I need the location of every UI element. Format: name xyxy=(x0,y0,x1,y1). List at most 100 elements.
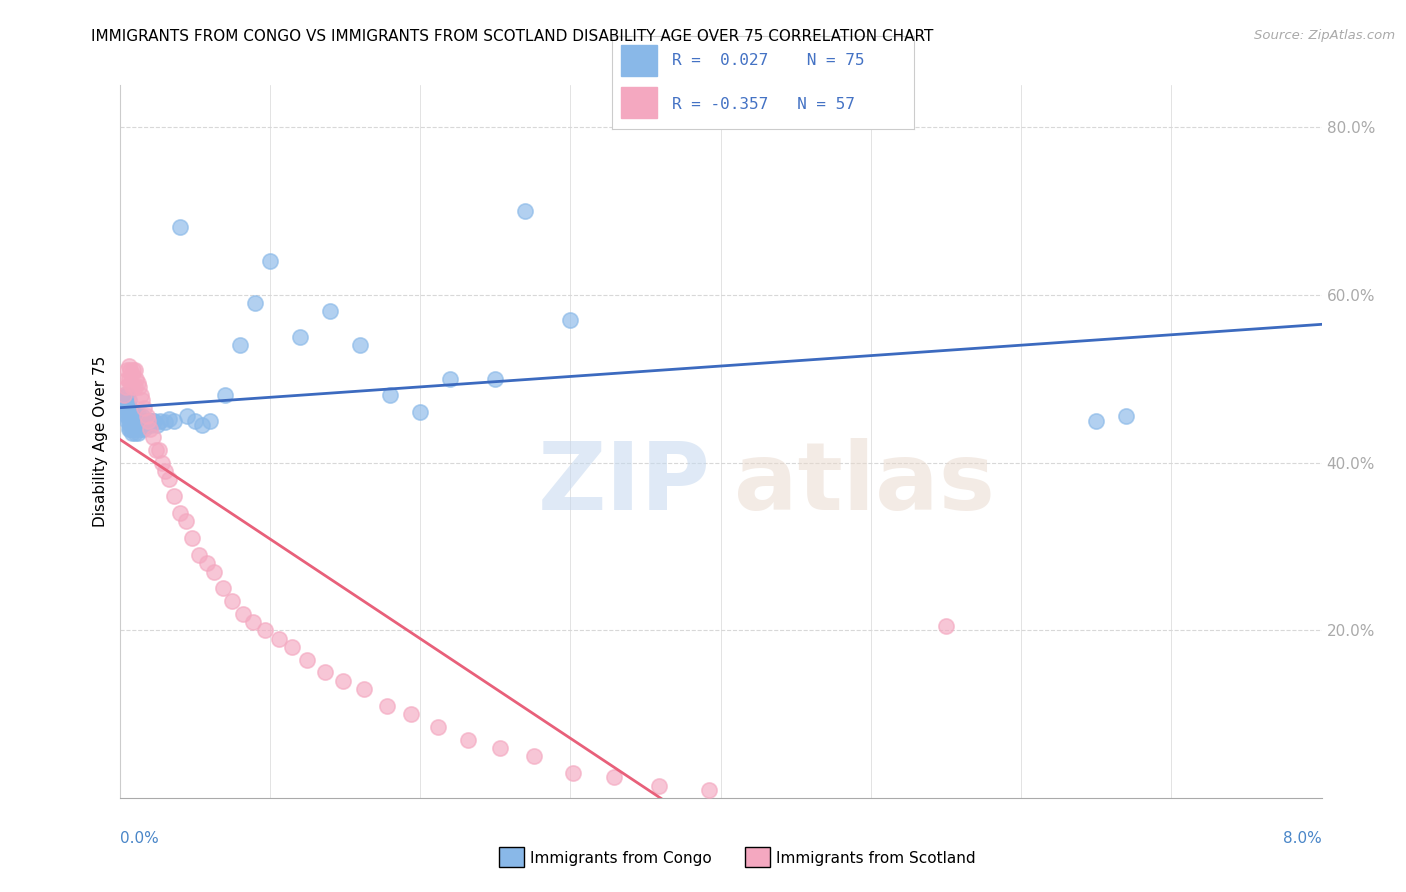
Text: R = -0.357   N = 57: R = -0.357 N = 57 xyxy=(672,96,855,112)
Point xyxy=(128,417,150,432)
Point xyxy=(125,422,148,436)
Point xyxy=(118,401,141,415)
Point xyxy=(121,417,143,432)
Point xyxy=(191,417,214,432)
Point xyxy=(180,531,202,545)
Point xyxy=(125,413,148,427)
Point xyxy=(157,472,180,486)
Point xyxy=(122,363,145,377)
Point xyxy=(117,422,139,436)
Point xyxy=(288,329,311,343)
Point xyxy=(157,412,180,426)
Point xyxy=(117,371,139,385)
Point xyxy=(648,779,671,793)
Point xyxy=(125,371,148,385)
Point xyxy=(254,624,277,638)
Point xyxy=(138,422,160,436)
Point xyxy=(242,615,264,629)
Point xyxy=(935,619,957,633)
Point xyxy=(115,388,138,402)
Bar xyxy=(620,87,657,118)
Point xyxy=(523,749,546,764)
Point xyxy=(457,732,479,747)
Point xyxy=(603,770,626,784)
Point xyxy=(281,640,304,655)
Point xyxy=(142,430,165,444)
Point xyxy=(132,422,155,436)
Point xyxy=(136,417,159,432)
Point xyxy=(131,409,153,424)
Point xyxy=(138,413,160,427)
Point xyxy=(127,376,149,390)
Text: Source: ZipAtlas.com: Source: ZipAtlas.com xyxy=(1254,29,1395,42)
Point xyxy=(176,409,198,424)
Point xyxy=(243,296,266,310)
Point xyxy=(129,413,152,427)
Point xyxy=(484,371,506,385)
Point xyxy=(297,653,319,667)
Point xyxy=(127,413,149,427)
Point xyxy=(118,409,141,424)
Point xyxy=(349,338,371,352)
Point xyxy=(132,413,155,427)
Point xyxy=(112,388,135,402)
Point xyxy=(131,392,153,407)
Point xyxy=(124,417,146,432)
Text: ZIP: ZIP xyxy=(538,438,711,531)
Text: Immigrants from Congo: Immigrants from Congo xyxy=(530,851,711,865)
Point xyxy=(162,413,184,427)
Point xyxy=(115,413,138,427)
Point xyxy=(150,456,173,470)
Point xyxy=(183,413,205,427)
Point xyxy=(118,417,141,432)
Point xyxy=(115,363,138,377)
Point xyxy=(135,409,157,424)
Point xyxy=(114,380,136,394)
Point xyxy=(121,380,143,394)
Point xyxy=(149,413,172,427)
Bar xyxy=(620,45,657,76)
Point xyxy=(118,422,141,436)
Point xyxy=(118,363,141,377)
Point xyxy=(118,376,141,390)
Point xyxy=(439,371,461,385)
Point xyxy=(195,556,218,570)
Point xyxy=(122,405,145,419)
Point xyxy=(174,514,197,528)
Text: R =  0.027    N = 75: R = 0.027 N = 75 xyxy=(672,54,865,69)
Text: atlas: atlas xyxy=(734,438,995,531)
Point xyxy=(488,741,510,756)
Point xyxy=(128,380,150,394)
Text: Immigrants from Scotland: Immigrants from Scotland xyxy=(776,851,976,865)
Point xyxy=(124,380,146,394)
Point xyxy=(122,413,145,427)
Point xyxy=(214,388,236,402)
Point xyxy=(162,489,184,503)
Point xyxy=(112,392,135,407)
Point xyxy=(115,401,138,415)
Point xyxy=(145,442,167,457)
Point xyxy=(169,220,191,235)
Y-axis label: Disability Age Over 75: Disability Age Over 75 xyxy=(93,356,108,527)
Point xyxy=(115,371,138,385)
Point xyxy=(112,388,135,402)
Point xyxy=(697,783,720,797)
Point xyxy=(560,313,582,327)
Point xyxy=(124,363,146,377)
Point xyxy=(121,426,143,441)
Point xyxy=(267,632,290,646)
Point xyxy=(122,422,145,436)
Point xyxy=(117,359,139,373)
Point xyxy=(128,409,150,424)
Point xyxy=(228,338,252,352)
Point xyxy=(1115,409,1137,424)
Point xyxy=(132,401,155,415)
Point xyxy=(153,415,176,429)
Point xyxy=(115,405,138,419)
Point xyxy=(114,397,136,411)
Point xyxy=(153,464,176,478)
Point xyxy=(427,720,450,734)
Point xyxy=(114,401,136,415)
Point xyxy=(121,405,143,419)
Point xyxy=(198,413,221,427)
